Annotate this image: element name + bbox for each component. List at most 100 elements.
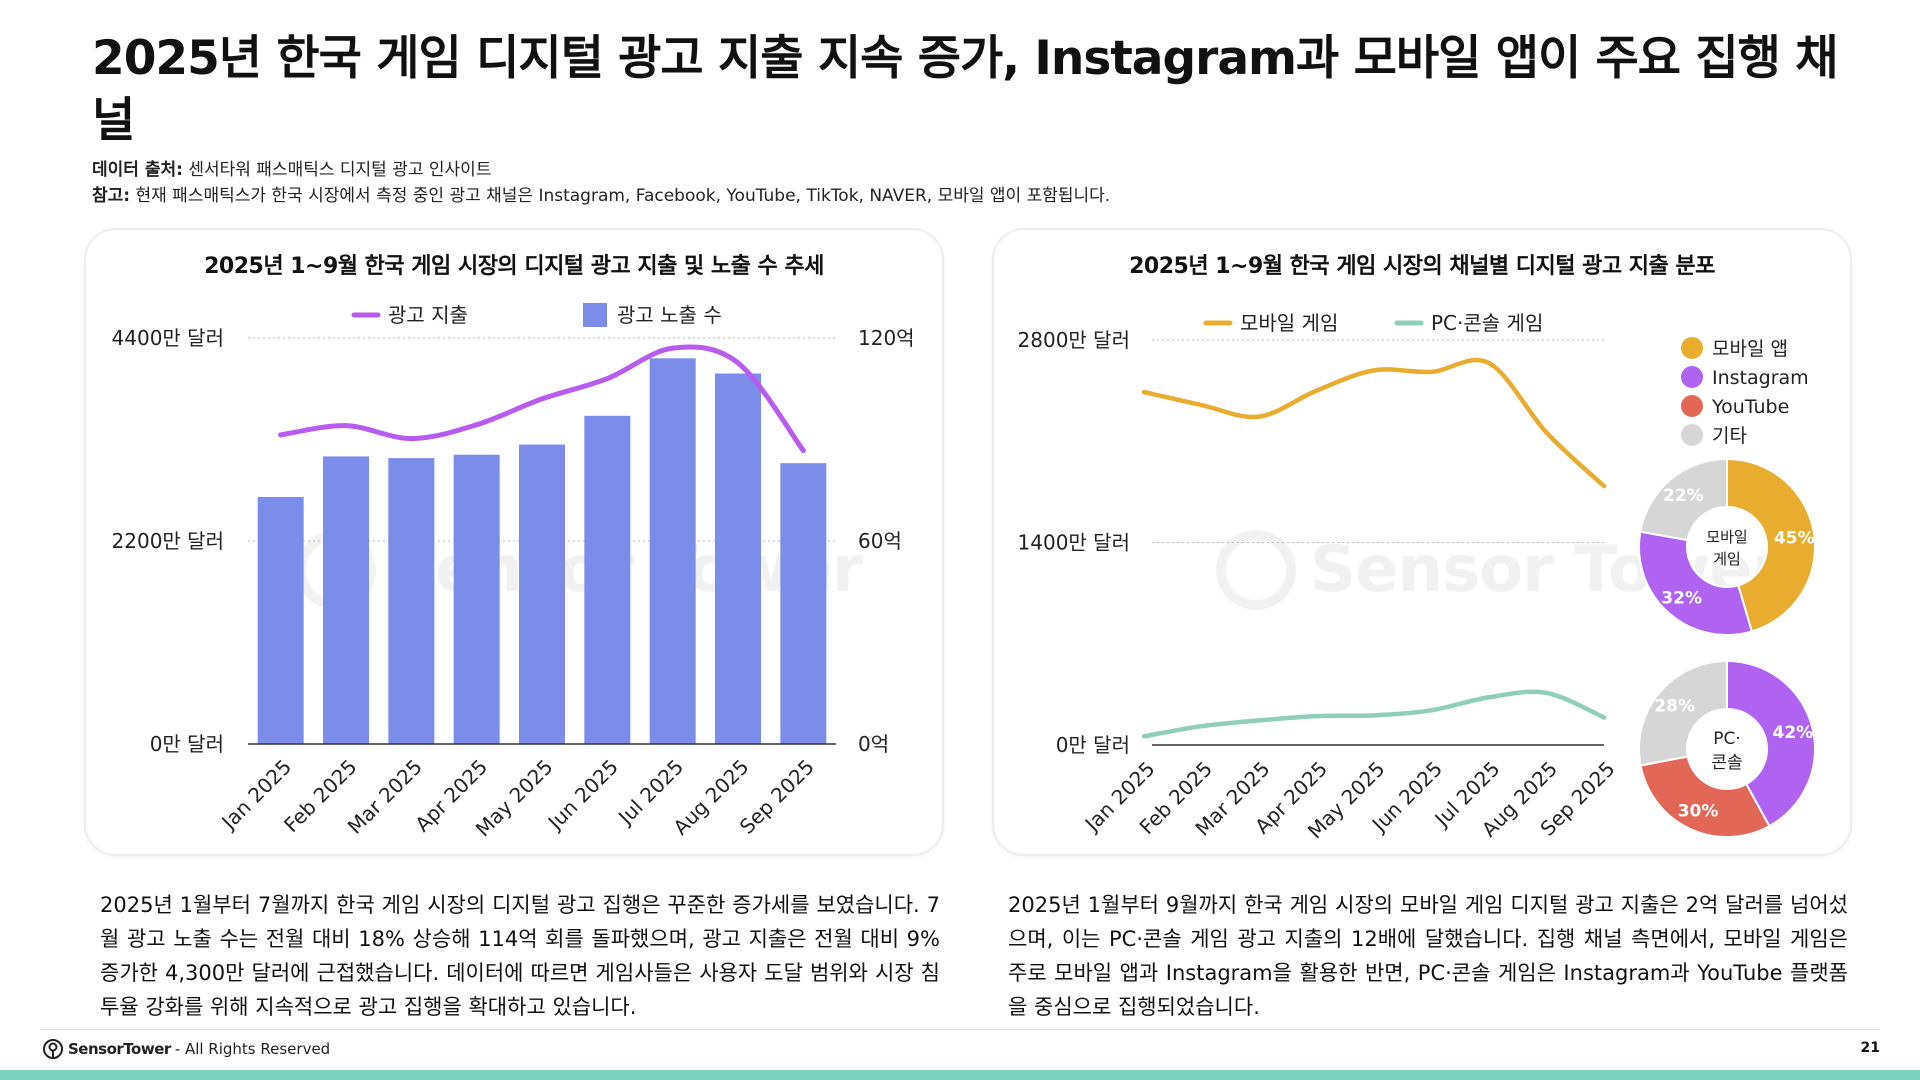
right-chart-title: 2025년 1~9월 한국 게임 시장의 채널별 디지털 광고 지출 분포 xyxy=(1129,254,1715,279)
mobile-game-line-point xyxy=(1142,390,1146,395)
pc-console-line-point xyxy=(1602,715,1606,720)
spend-impressions-chart: 광고 지출 광고 노출 수 0만 달러 2200만 달러 4400만 달러 0억 60억 12… xyxy=(112,303,915,841)
mobile-pie-value-label: 45% xyxy=(1774,528,1815,548)
pie-legend-label: YouTube xyxy=(1711,396,1789,418)
left-axis-tick: 4400만 달러 xyxy=(112,326,224,350)
impressions-bar xyxy=(780,463,827,744)
left-axis-tick: 2200만 달러 xyxy=(112,529,224,553)
impressions-bar xyxy=(519,444,565,744)
pie-legend-swatch xyxy=(1681,395,1703,417)
pc-console-line-point xyxy=(1544,690,1549,695)
note-line: 참고: 현재 패스매틱스가 한국 시장에서 측정 중인 광고 채널은 Insta… xyxy=(92,183,1110,209)
pie-legend-swatch xyxy=(1681,366,1703,388)
footer-brand: SensorTower - All Rights Reserved xyxy=(42,1038,330,1060)
spend-point xyxy=(278,432,284,438)
data-source-line: 데이터 출처: 센서타워 패스매틱스 디지털 광고 인사이트 xyxy=(92,157,1110,183)
pc-pie-value-label: 42% xyxy=(1773,723,1814,743)
left-axis-tick: 0만 달러 xyxy=(150,732,224,756)
watermark-logo-icon xyxy=(1216,530,1296,610)
spend-point xyxy=(408,436,414,442)
mobile-pie-slice xyxy=(1638,530,1754,636)
impressions-bar xyxy=(388,458,435,744)
source-notes: 데이터 출처: 센서타워 패스매틱스 디지털 광고 인사이트 참고: 현재 패스… xyxy=(92,157,1110,209)
spend-point xyxy=(800,448,806,454)
pie-legend-label: Instagram xyxy=(1712,367,1809,389)
legend-spend-label: 광고 지출 xyxy=(388,303,468,327)
spend-point xyxy=(343,423,349,429)
footer-divider xyxy=(40,1029,1880,1030)
spend-point xyxy=(670,345,676,351)
pc-pie-value-label: 30% xyxy=(1678,802,1719,822)
left-description: 2025년 1월부터 7월까지 한국 게임 시장의 디지털 광고 집행은 꾸준한… xyxy=(100,893,940,1019)
channel-distribution-panel: Sensor Tower 2025년 1~9월 한국 게임 시장의 채널별 디지… xyxy=(992,228,1852,856)
spend-impressions-panel: Sensor Tower 2025년 1~9월 한국 게임 시장의 디지털 광고… xyxy=(84,228,944,856)
note-text: 현재 패스매틱스가 한국 시장에서 측정 중인 광고 채널은 Instagram… xyxy=(130,186,1111,206)
mobile-pie-slice xyxy=(1726,457,1816,633)
spend-point xyxy=(604,376,610,382)
pc-pie-center-label: PC· xyxy=(1713,729,1741,749)
page-number: 21 xyxy=(1860,1040,1880,1056)
pc-pie-slice xyxy=(1726,659,1816,828)
y-axis-tick: 1400만 달러 xyxy=(1018,531,1130,555)
impressions-bar xyxy=(323,456,369,744)
legend-impressions-label: 광고 노출 수 xyxy=(617,303,722,327)
pc-console-line-point xyxy=(1314,714,1319,719)
pc-pie-slice xyxy=(1639,755,1771,838)
pc-console-line-point xyxy=(1142,734,1146,739)
impressions-bar xyxy=(649,358,696,744)
left-chart-title: 2025년 1~9월 한국 게임 시장의 디지털 광고 지출 및 노출 수 추세 xyxy=(204,254,824,279)
data-source-label: 데이터 출처: xyxy=(92,160,183,180)
mobile-game-line-point xyxy=(1314,388,1319,393)
pie-legend-swatch xyxy=(1681,424,1703,446)
impressions-bar xyxy=(584,415,631,744)
mobile-game-line-point xyxy=(1257,414,1261,419)
spend-point xyxy=(474,422,480,428)
mobile-game-line-point xyxy=(1487,361,1491,366)
pie-legend-label: 기타 xyxy=(1712,425,1747,447)
impressions-bar xyxy=(715,373,761,744)
note-label: 참고: xyxy=(92,186,131,206)
footer-rights: - All Rights Reserved xyxy=(174,1040,331,1058)
impressions-bar xyxy=(257,497,304,744)
pc-console-line-point xyxy=(1372,713,1376,718)
legend-impressions-swatch xyxy=(583,303,607,327)
pc-pie-center-label: 콘솔 xyxy=(1711,753,1742,773)
right-description: 2025년 1월부터 9월까지 한국 게임 시장의 모바일 게임 디지털 광고 … xyxy=(1008,893,1848,1019)
pc-pie-slice xyxy=(1638,659,1728,767)
footer-accent-bar xyxy=(0,1070,1920,1080)
mobile-game-line-point xyxy=(1544,430,1549,435)
pc-console-line-point xyxy=(1199,724,1204,729)
mobile-game-line-point xyxy=(1429,369,1434,374)
pc-console-line-point xyxy=(1257,718,1261,723)
mobile-pie-value-label: 32% xyxy=(1661,589,1702,609)
pie-legend-label: 모바일 앱 xyxy=(1712,338,1788,360)
mobile-game-line-point xyxy=(1602,484,1606,489)
page-title: 2025년 한국 게임 디지털 광고 지출 지속 증가, Instagram과 … xyxy=(92,31,1838,148)
right-axis-tick: 0억 xyxy=(858,732,889,756)
mobile-pie-slice xyxy=(1639,457,1728,542)
legend-pc-label: PC·콘솔 게임 xyxy=(1431,311,1543,335)
spend-point xyxy=(539,396,545,402)
mobile-pie-center-label: 모바일 xyxy=(1706,528,1747,546)
mobile-pie-center-label: 게임 xyxy=(1713,550,1741,568)
x-axis-label: Jun 2025 xyxy=(542,755,623,836)
mobile-pie-value-label: 22% xyxy=(1663,486,1704,506)
y-axis-tick: 0만 달러 xyxy=(1056,733,1130,757)
right-axis-tick: 60억 xyxy=(858,529,902,553)
spend-point xyxy=(735,360,741,366)
y-axis-tick: 2800만 달러 xyxy=(1018,328,1130,352)
data-source-text: 센서타워 패스매틱스 디지털 광고 인사이트 xyxy=(182,160,492,180)
legend-mobile-label: 모바일 게임 xyxy=(1240,311,1338,335)
pc-pie-value-label: 28% xyxy=(1654,697,1695,717)
mobile-game-line xyxy=(1141,357,1607,489)
pc-console-line-point xyxy=(1429,708,1434,713)
footer-brand-name: SensorTower xyxy=(68,1040,171,1058)
sensor-tower-logo-icon xyxy=(43,1039,63,1059)
right-axis-tick: 120억 xyxy=(858,326,915,350)
mobile-game-line-point xyxy=(1199,403,1204,408)
pie-legend-swatch xyxy=(1681,337,1703,359)
pc-console-line-point xyxy=(1487,695,1491,700)
mobile-game-line-point xyxy=(1372,368,1376,373)
impressions-bar xyxy=(453,454,500,744)
